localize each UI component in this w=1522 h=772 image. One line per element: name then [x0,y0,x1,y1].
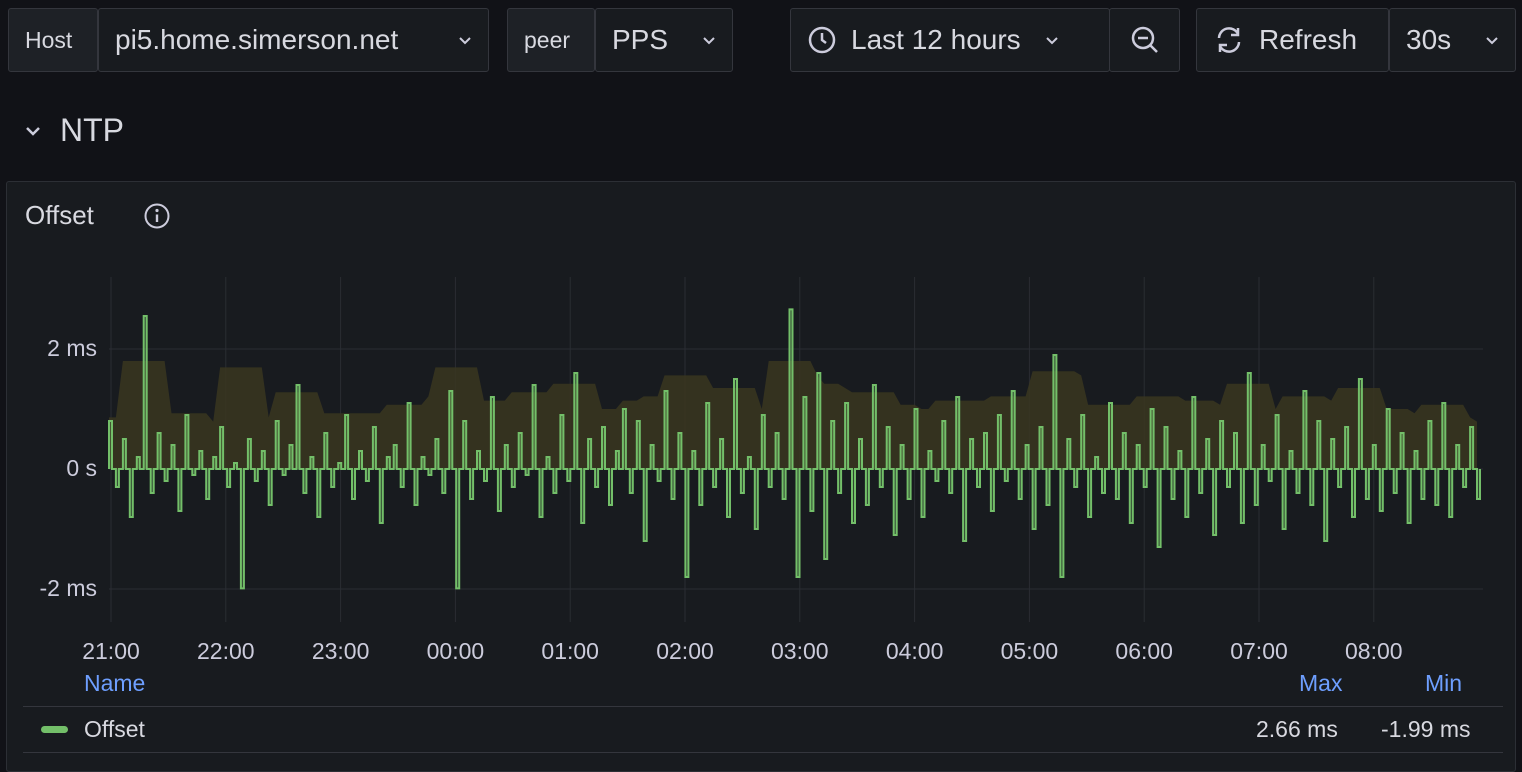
legend-col-name[interactable]: Name [84,670,146,696]
legend-series-max: 2.66 ms [1256,716,1338,742]
host-label-text: Host [25,26,73,53]
chevron-down-icon [1486,37,1498,45]
info-icon[interactable] [143,202,171,230]
section-title: NTP [60,112,124,148]
x-tick-label: 06:00 [1115,638,1173,664]
peer-value: PPS [612,24,669,55]
x-tick-label: 07:00 [1230,638,1288,664]
chevron-down-icon [26,126,40,136]
x-tick-label: 22:00 [197,638,255,664]
refresh-button[interactable]: Refresh [1196,8,1389,72]
chevron-down-icon [1045,37,1058,45]
time-range-label: Last 12 hours [851,24,1021,55]
offset-panel: Offset 2 ms 0 s -2 ms 21:00 22:00 23:00 00:00… [6,181,1516,772]
series-line-offset [108,308,1481,590]
row-collapse-toggle[interactable]: NTP [24,112,124,149]
host-value: pi5.home.simerson.net [115,24,399,55]
y-tick-label: -2 ms [39,575,98,601]
peer-label-text: peer [524,26,571,53]
zoom-out-button[interactable] [1109,8,1180,72]
x-tick-label: 04:00 [885,638,944,664]
legend-divider-bottom [23,752,1503,753]
x-tick-label: 21:00 [82,638,140,664]
x-tick-label: 08:00 [1345,638,1403,664]
legend-col-min[interactable]: Min [1425,670,1463,696]
offset-chart[interactable] [7,182,1517,622]
clock-icon [808,26,836,54]
refresh-label: Refresh [1259,24,1358,55]
chevron-down-icon [459,37,471,45]
y-tick-label: 0 s [66,455,97,481]
peer-variable-label: peer [507,8,595,72]
zoom-out-icon [1131,26,1158,53]
host-variable-label: Host [8,8,98,72]
legend-col-max[interactable]: Max [1299,670,1343,696]
chevron-down-icon [703,37,715,45]
x-tick-label: 05:00 [1000,638,1059,664]
host-select[interactable]: pi5.home.simerson.net [98,8,489,72]
y-tick-label: 2 ms [47,335,97,361]
refresh-interval-value: 30s [1406,24,1452,55]
refresh-interval-select[interactable]: 30s [1389,8,1516,72]
time-range-picker[interactable]: Last 12 hours [790,8,1110,72]
legend-series-name[interactable]: Offset [84,716,145,742]
x-tick-label: 01:00 [541,638,599,664]
peer-select[interactable]: PPS [595,8,733,72]
panel-title[interactable]: Offset [25,200,94,230]
x-tick-label: 02:00 [656,638,714,664]
legend-series-swatch [41,726,68,733]
x-tick-label: 00:00 [426,638,485,664]
refresh-icon [1217,27,1241,53]
legend-series-min: -1.99 ms [1381,716,1471,742]
x-tick-label: 03:00 [771,638,829,664]
legend-divider [23,706,1503,707]
x-tick-label: 23:00 [311,638,370,664]
